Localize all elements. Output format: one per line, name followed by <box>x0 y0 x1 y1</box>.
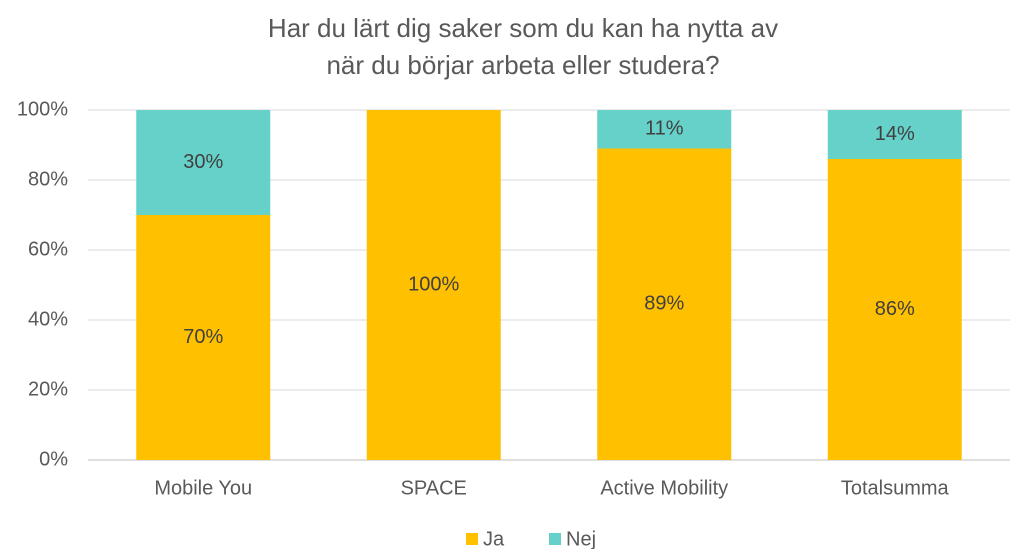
x-tick-label: Active Mobility <box>600 477 728 499</box>
bar-segment <box>597 110 732 149</box>
legend-label: Ja <box>483 528 505 549</box>
data-label: 100% <box>408 273 459 295</box>
data-label: 30% <box>183 151 223 173</box>
legend-swatch <box>549 533 561 545</box>
data-label: 89% <box>644 293 684 315</box>
legend-swatch <box>466 533 478 545</box>
chart-title: Har du lärt dig saker som du kan ha nytt… <box>268 13 778 43</box>
y-tick-label: 40% <box>28 308 68 330</box>
y-tick-label: 80% <box>28 168 68 190</box>
y-tick-label: 20% <box>28 378 68 400</box>
data-label: 86% <box>875 298 915 320</box>
y-tick-label: 0% <box>39 448 68 470</box>
bar-segment <box>366 110 501 460</box>
bar-segment <box>827 159 962 460</box>
bar-segment <box>827 110 962 159</box>
bar-segment <box>136 110 271 215</box>
y-tick-label: 100% <box>17 98 68 120</box>
data-label: 14% <box>875 123 915 145</box>
data-label: 70% <box>183 326 223 348</box>
legend-label: Nej <box>566 528 596 549</box>
y-tick-label: 60% <box>28 238 68 260</box>
x-tick-label: Totalsumma <box>841 477 950 499</box>
x-tick-label: Mobile You <box>154 477 252 499</box>
bar-segment <box>136 215 271 460</box>
chart-title: när du börjar arbeta eller studera? <box>326 50 719 80</box>
x-tick-label: SPACE <box>401 477 467 499</box>
data-label: 11% <box>645 118 684 140</box>
bar-segment <box>597 148 732 460</box>
